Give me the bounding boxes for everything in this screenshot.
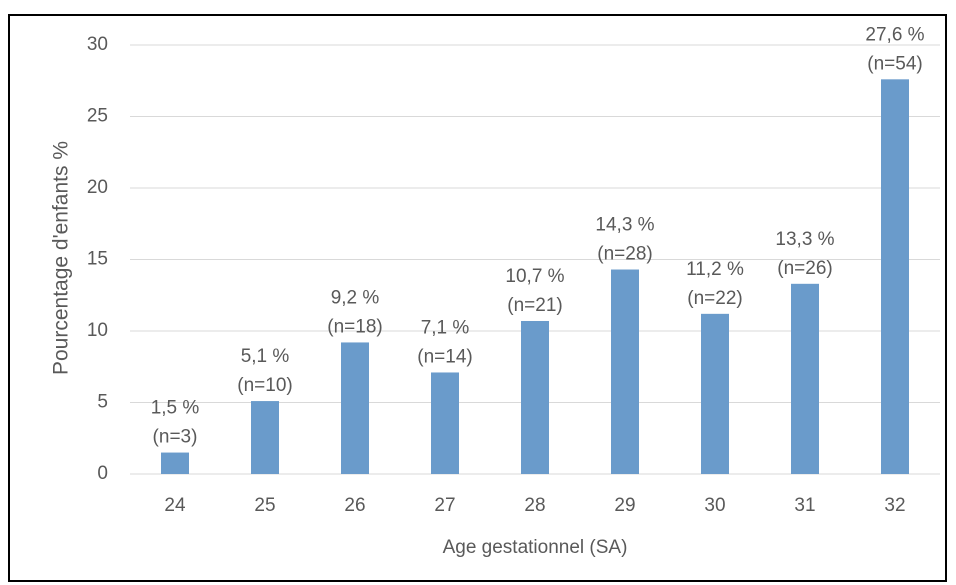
bar (611, 269, 639, 474)
value-label: 1,5 % (151, 398, 200, 419)
count-label: (n=3) (153, 427, 198, 448)
value-label: 14,3 % (595, 215, 654, 236)
value-label: 11,2 % (686, 259, 744, 280)
y-tick-label: 5 (97, 392, 108, 413)
value-label: 7,1 % (421, 317, 470, 338)
y-axis-title: Pourcentage d'enfants % (50, 141, 73, 375)
y-tick-label: 0 (97, 463, 108, 484)
value-label: 13,3 % (775, 229, 834, 250)
y-tick-label: 10 (87, 320, 108, 341)
bar (791, 283, 819, 474)
x-tick-label: 27 (434, 495, 455, 516)
bar (431, 372, 459, 474)
x-tick-label: 30 (704, 495, 725, 516)
x-tick-label: 24 (164, 495, 186, 516)
value-label: 27,6 % (865, 24, 924, 45)
bar (341, 342, 369, 474)
y-tick-label: 15 (87, 249, 108, 270)
count-label: (n=26) (777, 258, 832, 279)
x-tick-label: 26 (344, 495, 365, 516)
bar (251, 401, 279, 474)
y-tick-label: 25 (87, 106, 108, 127)
y-tick-label: 20 (87, 177, 108, 198)
count-label: (n=10) (237, 375, 292, 396)
x-tick-label: 29 (614, 495, 635, 516)
x-tick-label: 28 (524, 495, 545, 516)
bar (881, 79, 909, 474)
chart-frame (8, 14, 947, 582)
y-tick-label: 30 (87, 34, 108, 55)
count-label: (n=22) (687, 288, 742, 309)
count-label: (n=18) (327, 316, 382, 337)
value-label: 9,2 % (331, 287, 380, 308)
count-label: (n=28) (597, 244, 652, 265)
bar (701, 313, 729, 474)
count-label: (n=14) (417, 346, 472, 367)
x-tick-label: 31 (794, 495, 815, 516)
x-tick-label: 25 (254, 495, 275, 516)
bar (161, 452, 189, 474)
value-label: 5,1 % (241, 346, 290, 367)
value-label: 10,7 % (505, 266, 564, 287)
count-label: (n=21) (507, 295, 562, 316)
count-label: (n=54) (867, 53, 922, 74)
x-axis-title: Age gestationnel (SA) (443, 537, 628, 558)
x-tick-label: 32 (884, 495, 905, 516)
bar (521, 320, 549, 474)
